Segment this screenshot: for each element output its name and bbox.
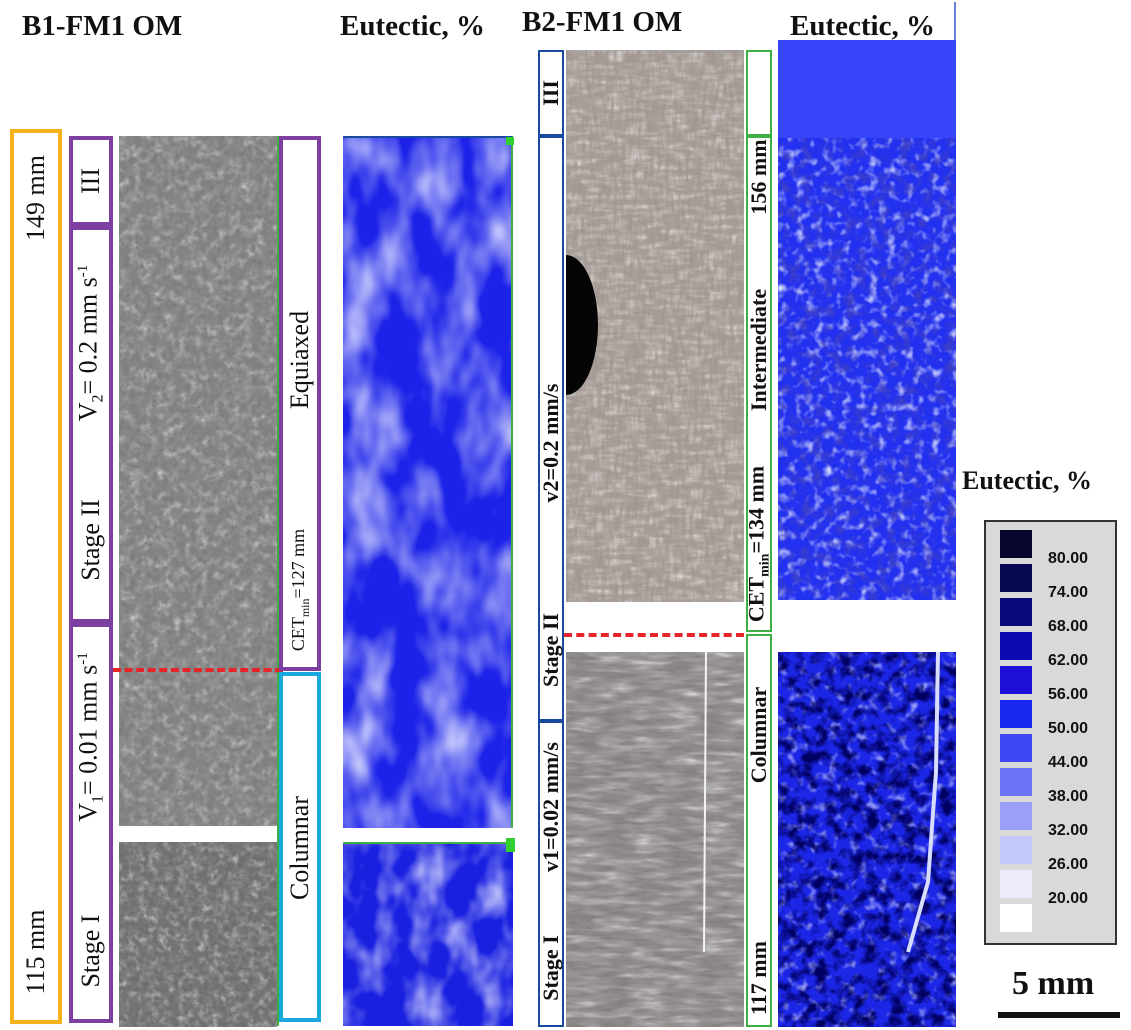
legend-swatch [1000,564,1032,592]
legend-swatch [1000,904,1032,932]
stage-II-box-b1 [69,226,113,623]
legend-entry: 44.00 [1000,734,1106,771]
legend-swatch [1000,530,1032,558]
stage-II-label-b1: Stage II [76,499,105,581]
stage-II-label-b2: Stage II [538,613,563,687]
stage-I-velocity-b2: v1=0.02 mm/s [538,742,563,872]
legend-label: 26.00 [1048,856,1089,873]
equiaxed-box-b1 [279,136,321,671]
legend-label: 50.00 [1048,720,1089,737]
eutectic-map-b1-lower [343,842,513,1026]
columnar-box-b2 [746,634,772,1027]
legend-label: 56.00 [1048,686,1089,703]
scale-bar-label: 5 mm [1012,965,1095,1002]
eutectic-title-b2: Eutectic, % [790,10,935,42]
columnar-label-b2: Columnar [746,686,771,784]
legend-label: 20.00 [1048,890,1089,907]
cet-line-b2 [564,633,744,637]
stage-I-box-b1 [69,623,113,1023]
legend-swatch [1000,870,1032,898]
om-title-b1: B1-FM1 OM [22,10,183,42]
stage-I-box-b2 [538,721,564,1027]
legend-label: 44.00 [1048,754,1089,771]
stage-III-green-box-b2 [746,50,772,136]
legend-swatch [1000,734,1032,762]
top-height-b2: 156 mm [746,139,771,215]
marker-b1-upper [506,137,514,145]
legend-swatch [1000,700,1032,728]
legend-entry: 26.00 [1000,836,1106,873]
legend-swatch [1000,598,1032,626]
stage-I-velocity-b1: V1= 0.01 mm s-1 [73,652,107,822]
legend-label: 74.00 [1048,584,1089,601]
legend-swatch [1000,666,1032,694]
legend-label: 38.00 [1048,788,1089,805]
legend-swatch [1000,768,1032,796]
legend-entry: 20.00 [1000,870,1106,907]
legend-entry: 56.00 [1000,666,1106,703]
cet-label-b2: CETmin=134 mm [743,465,773,623]
marker-b1-lower [506,838,515,852]
eutectic-title-b1: Eutectic, % [340,10,485,42]
legend-swatch [1000,836,1032,864]
eutectic-map-b1-upper [343,136,513,828]
scale-bar [998,1012,1120,1018]
intermediate-box-b2 [746,136,772,632]
height-top-b1: 149 mm [21,155,50,241]
stage-I-label-b2: Stage I [538,935,563,1001]
legend-entry: 74.00 [1000,564,1106,601]
bottom-height-b2: 117 mm [746,941,771,1015]
cet-label-b1: CETmin=127 mm [288,528,312,652]
legend-entry: 50.00 [1000,700,1106,737]
edge-line-b1 [277,136,279,1026]
om-micrograph-b1-lower [119,842,277,1027]
stage-III-box-b1 [69,136,113,226]
stage-III-label-b1: III [76,168,105,194]
legend-entry: 32.00 [1000,802,1106,839]
legend-entry: 38.00 [1000,768,1106,805]
om-micrograph-b2-upper [566,50,744,602]
equiaxed-label-b1: Equiaxed [285,310,314,410]
eutectic-map-b2-lower [778,652,956,1027]
stage-II-box-b2 [538,136,564,721]
legend-entry: 68.00 [1000,598,1106,635]
legend-title: Eutectic, % [962,466,1092,495]
columnar-label-b1: Columnar [285,796,314,900]
legend-entry-min [1000,904,1106,932]
legend-entry: 62.00 [1000,632,1106,669]
stage-III-box-b2 [538,50,564,136]
height-bar-b1 [10,129,62,1024]
legend-label: 68.00 [1048,618,1089,635]
corner-tick-b2 [954,2,956,42]
legend-swatch [1000,802,1032,830]
stage-III-label-b2: III [538,80,563,106]
legend-label: 62.00 [1048,652,1089,669]
om-title-b2: B2-FM1 OM [522,6,683,38]
columnar-box-b1 [279,672,321,1022]
stage-II-velocity-b1: V2= 0.2 mm s-1 [73,264,107,422]
legend-entry: 80.00 [1000,530,1106,567]
legend-label: 80.00 [1048,550,1089,567]
intermediate-label-b2: Intermediate [746,288,771,412]
legend-swatch [1000,632,1032,660]
om-micrograph-b2-lower [566,652,744,1027]
om-micrograph-b1-upper [119,136,277,826]
stage-II-velocity-b2: v2=0.2 mm/s [538,383,563,503]
legend-label: 32.00 [1048,822,1089,839]
stage-I-label-b1: Stage I [76,914,105,988]
cet-line-b1 [113,668,283,672]
eutectic-map-b2-upper [778,40,956,600]
height-bottom-b1: 115 mm [21,909,50,995]
